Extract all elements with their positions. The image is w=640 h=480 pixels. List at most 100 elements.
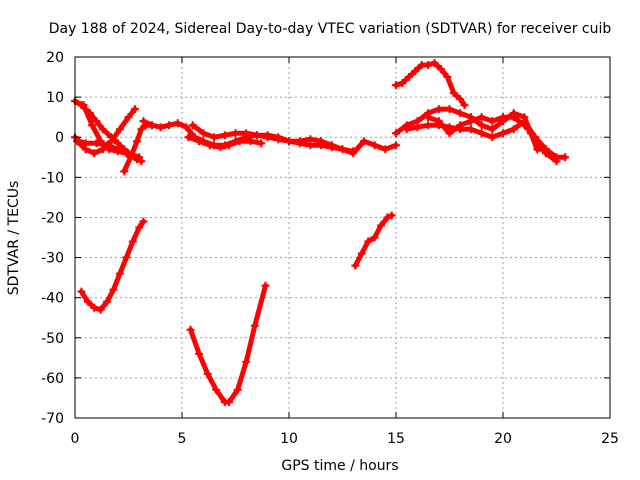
- x-axis-label: GPS time / hours: [281, 458, 398, 474]
- y-tick-label: -40: [41, 291, 64, 307]
- data-point: [436, 65, 445, 74]
- data-point: [103, 297, 112, 306]
- data-point: [466, 117, 475, 126]
- y-axis-label: SDTVAR / TECUs: [6, 181, 22, 296]
- data-point: [186, 325, 195, 334]
- data-point: [561, 153, 570, 162]
- data-point: [257, 139, 266, 148]
- data-point: [81, 145, 90, 154]
- data-point: [90, 303, 99, 312]
- series-line: [121, 122, 155, 174]
- data-point: [383, 213, 392, 222]
- series-arc-6: [77, 217, 148, 314]
- data-point: [445, 105, 454, 114]
- data-point: [225, 397, 234, 406]
- data-point: [434, 117, 443, 126]
- data-point: [98, 125, 107, 134]
- data-point: [83, 297, 92, 306]
- data-point: [456, 95, 465, 104]
- series-arc-11: [351, 211, 396, 270]
- data-point: [156, 123, 165, 132]
- x-tick-label: 15: [387, 431, 405, 447]
- data-point: [533, 145, 542, 154]
- data-point: [520, 121, 529, 130]
- data-point: [443, 73, 452, 82]
- data-point: [261, 281, 270, 290]
- series-arc-9: [184, 133, 266, 152]
- data-point: [92, 117, 101, 126]
- series-arc-8: [188, 121, 400, 158]
- data-point: [115, 125, 124, 134]
- data-point: [139, 117, 148, 126]
- data-point: [509, 125, 518, 134]
- data-point: [404, 73, 413, 82]
- data-point: [205, 141, 214, 150]
- data-point: [488, 117, 497, 126]
- series-line: [352, 212, 395, 269]
- data-point: [411, 67, 420, 76]
- data-point: [424, 121, 433, 130]
- data-point: [263, 133, 272, 142]
- data-point: [477, 121, 486, 130]
- y-tick-label: -10: [41, 170, 64, 186]
- data-point: [184, 133, 193, 142]
- data-point: [424, 113, 433, 122]
- x-tick-label: 25: [601, 431, 619, 447]
- data-point: [135, 223, 144, 232]
- data-point: [120, 167, 129, 176]
- data-point: [182, 123, 191, 132]
- x-tick-label: 5: [178, 431, 187, 447]
- data-point: [392, 141, 400, 150]
- data-point: [477, 129, 486, 138]
- data-point: [466, 125, 475, 134]
- data-point: [377, 221, 386, 230]
- data-point: [137, 157, 146, 166]
- data-point: [242, 357, 251, 366]
- data-point: [434, 105, 443, 114]
- data-point: [148, 121, 157, 130]
- y-tick-label: -60: [41, 371, 64, 387]
- data-point: [274, 135, 283, 144]
- data-point: [370, 233, 379, 242]
- data-point: [250, 321, 259, 330]
- data-point: [235, 137, 244, 146]
- data-point: [402, 125, 411, 134]
- series-line: [188, 283, 268, 405]
- series-arc-7: [139, 117, 358, 156]
- data-point: [392, 81, 400, 90]
- x-tick-label: 10: [280, 431, 298, 447]
- data-point: [445, 129, 454, 138]
- data-point: [195, 349, 204, 358]
- data-point: [137, 125, 146, 134]
- y-tick-label: -20: [41, 210, 64, 226]
- data-point: [246, 137, 255, 146]
- series-arc-4: [73, 105, 139, 158]
- data-point: [424, 61, 433, 70]
- data-point: [139, 217, 148, 226]
- series-arc-10: [186, 281, 270, 406]
- data-point: [122, 253, 131, 262]
- grid: [75, 57, 610, 418]
- data-point: [98, 145, 107, 154]
- y-tick-label: -70: [41, 411, 64, 427]
- data-point: [488, 133, 497, 142]
- data-point: [359, 137, 368, 146]
- data-point: [349, 149, 358, 158]
- y-tick-label: -30: [41, 251, 64, 267]
- data-point: [107, 137, 116, 146]
- data-point: [212, 385, 221, 394]
- data-point: [327, 141, 336, 150]
- data-point: [449, 89, 458, 98]
- data-point: [295, 137, 304, 146]
- data-point: [92, 139, 101, 148]
- data-point: [231, 129, 240, 138]
- data-point: [73, 137, 82, 146]
- data-point: [351, 261, 360, 270]
- data-point: [285, 137, 293, 146]
- data-point: [79, 101, 88, 110]
- data-point: [456, 121, 465, 130]
- y-tick-label: 20: [46, 50, 64, 66]
- data-point: [252, 131, 261, 140]
- data-point: [199, 129, 208, 138]
